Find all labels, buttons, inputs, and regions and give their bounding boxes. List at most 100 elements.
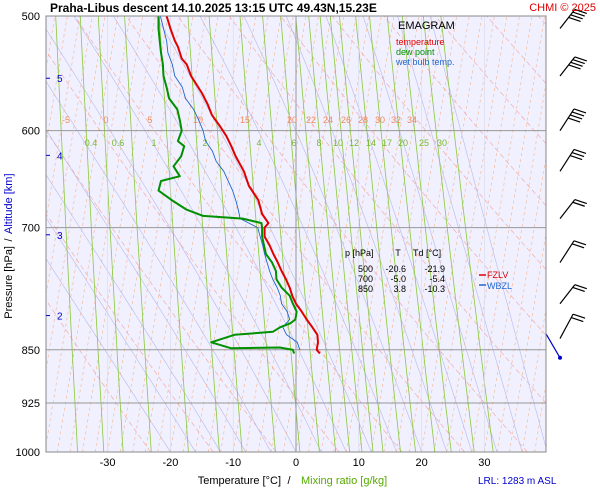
mixing-ratio-line	[239, 15, 276, 453]
isotherm	[421, 15, 495, 453]
mixing-ratio-line	[262, 15, 301, 453]
isotherm	[145, 15, 219, 453]
isotherm	[232, 15, 307, 453]
barb-staff	[559, 149, 575, 172]
isotherm	[433, 15, 508, 453]
series-dew-point	[157, 16, 298, 354]
mixing-ratio-label: 6	[291, 138, 296, 148]
pressure-tick-label: 500	[22, 11, 40, 23]
wind-barb	[559, 108, 587, 132]
barb-dot	[558, 355, 562, 360]
temperature-tick-label: 0	[293, 457, 299, 469]
moist-adiabat	[73, 15, 322, 453]
wind-barbs	[545, 8, 587, 360]
pressure-tick-label: 1000	[16, 447, 40, 459]
temperature-tick-label: 20	[415, 457, 427, 469]
moist-adiabat	[45, 28, 297, 453]
barb-flag	[571, 111, 585, 117]
barb-flag	[570, 61, 583, 67]
isotherm	[82, 15, 156, 453]
wbzl-label: WBZL	[487, 281, 512, 291]
lrl-label: LRL: 1283 m ASL	[478, 476, 557, 487]
mixing-ratio-line	[97, 15, 124, 453]
wind-barb	[559, 313, 586, 339]
table-header-td: Td [°C]	[413, 248, 441, 258]
mixing-ratio-line	[329, 15, 374, 453]
wind-barb	[559, 8, 587, 29]
barb-flag	[571, 316, 584, 323]
mixing-ratio-label: 20	[398, 138, 408, 148]
table-cell: -21.9	[424, 264, 445, 274]
dry-adiabat	[74, 15, 403, 453]
barb-flag	[572, 286, 585, 292]
wind-barb	[559, 56, 587, 77]
x-axis-label-mixing: Mixing ratio [g/kg]	[301, 475, 387, 487]
y-axis-title: Pressure [hPa] / Altitude [km]	[3, 173, 15, 318]
mixing-ratio-line	[208, 15, 243, 453]
temperature-tick-label: -20	[162, 457, 178, 469]
series-wet-bulb-temp	[159, 15, 301, 350]
isotherm	[396, 15, 470, 453]
plot-frame	[45, 15, 547, 453]
table-cell: -5.4	[429, 274, 445, 284]
altitude-tick-label: 4	[57, 151, 63, 162]
isotherm	[283, 15, 357, 453]
isotherm	[195, 15, 269, 453]
mixing-ratio-line	[319, 15, 363, 453]
barb-flag	[572, 59, 585, 65]
sounding-series	[157, 15, 321, 355]
altitude-tick-label: 3	[57, 231, 63, 242]
mixing-ratio-line	[158, 15, 189, 453]
mixing-ratio-line	[339, 15, 384, 453]
mixing-ratio-label: 12	[349, 138, 359, 148]
wind-barb	[559, 284, 587, 305]
isotherm	[358, 15, 432, 453]
isotherm	[182, 15, 256, 453]
dry-adiabat	[45, 300, 151, 453]
isotherm-label: 34	[407, 115, 417, 125]
isotherm-label: 10	[193, 115, 203, 125]
barb-staff	[559, 313, 574, 339]
isotherm	[446, 15, 520, 453]
isotherm	[521, 308, 547, 453]
isotherm-label: 26	[341, 115, 351, 125]
isotherm	[408, 15, 483, 453]
wind-barb	[559, 199, 587, 219]
barb-flag	[574, 56, 587, 62]
series-temperature	[165, 15, 321, 355]
altitude-tick-label: 5	[57, 74, 63, 85]
barb-flag	[567, 117, 581, 123]
barb-flag	[573, 240, 587, 246]
mixing-ratio-line	[308, 15, 351, 453]
moist-adiabat	[45, 217, 196, 453]
barb-staff	[559, 56, 576, 77]
mixing-ratio-label: 14	[366, 138, 376, 148]
isotherm	[132, 15, 206, 453]
barb-staff	[559, 284, 576, 305]
mixing-ratio-label: 8	[316, 138, 321, 148]
isotherm-label: 32	[391, 115, 401, 125]
isotherm	[220, 15, 294, 453]
mixing-ratio-label: 17	[382, 138, 392, 148]
barb-staff	[559, 240, 575, 263]
barb-staff	[559, 108, 575, 132]
isotherm	[45, 15, 118, 445]
isotherm-label: 28	[358, 115, 368, 125]
temperature-tick-label: -30	[100, 457, 116, 469]
barb-flag	[572, 11, 585, 17]
barb-flag	[570, 14, 583, 20]
table-header-p: p [hPa]	[345, 248, 374, 258]
barb-flag	[571, 243, 585, 249]
x-axis-title: Temperature [°C] / Mixing ratio [g/kg]	[198, 475, 387, 487]
mixing-ratio-label: 0.4	[85, 138, 98, 148]
isotherm	[45, 15, 93, 295]
barb-staff	[559, 9, 576, 29]
table-header-t: T	[395, 248, 401, 258]
dry-adiabat	[280, 15, 547, 336]
isotherm-label: 20	[287, 115, 297, 125]
mixing-ratio-line	[386, 15, 436, 453]
table-cell: -20.6	[385, 264, 406, 274]
isotherm	[207, 15, 282, 453]
y-axis-label: Pressure [hPa]	[3, 246, 15, 319]
